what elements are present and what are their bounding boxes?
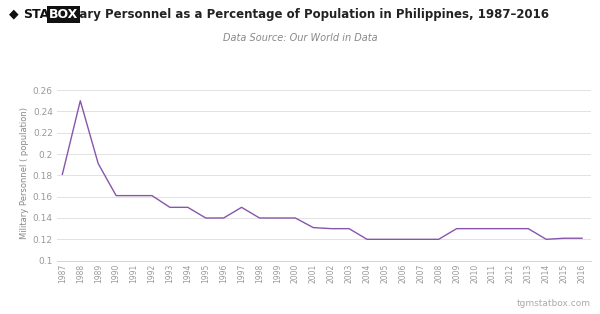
Text: BOX: BOX (49, 8, 79, 21)
Text: tgmstatbox.com: tgmstatbox.com (517, 299, 591, 308)
Text: Data Source: Our World in Data: Data Source: Our World in Data (223, 33, 377, 43)
Y-axis label: Military Personnel ( population): Military Personnel ( population) (20, 107, 29, 239)
Text: Military Personnel as a Percentage of Population in Philippines, 1987–2016: Military Personnel as a Percentage of Po… (50, 8, 550, 21)
Text: STAT: STAT (23, 8, 56, 21)
Text: ◆: ◆ (9, 8, 19, 21)
